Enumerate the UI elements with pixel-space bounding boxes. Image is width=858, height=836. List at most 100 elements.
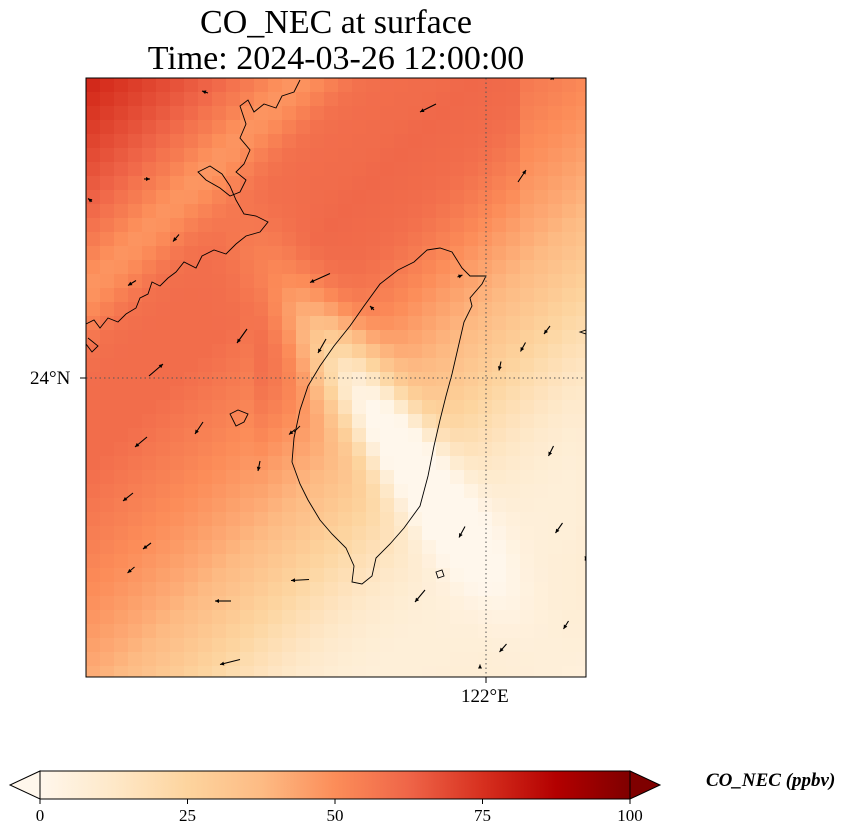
field-cell — [254, 610, 269, 625]
field-cell — [408, 442, 423, 457]
field-cell — [548, 106, 563, 121]
field-cell — [324, 190, 339, 205]
field-cell — [142, 624, 157, 639]
field-cell — [254, 414, 269, 429]
field-cell — [338, 400, 353, 415]
field-cell — [408, 316, 423, 331]
field-cell — [156, 554, 171, 569]
field-cell — [198, 120, 213, 135]
field-cell — [380, 568, 395, 583]
field-cell — [170, 316, 185, 331]
field-cell — [282, 554, 297, 569]
field-cell — [562, 134, 577, 149]
field-cell — [100, 344, 115, 359]
field-cell — [296, 274, 311, 289]
field-cell — [548, 568, 563, 583]
field-cell — [128, 106, 143, 121]
field-cell — [338, 260, 353, 275]
field-cell — [114, 232, 129, 247]
field-cell — [170, 78, 185, 93]
field-cell — [338, 568, 353, 583]
field-cell — [324, 372, 339, 387]
field-cell — [408, 526, 423, 541]
field-cell — [562, 526, 577, 541]
field-cell — [534, 624, 549, 639]
field-cell — [534, 134, 549, 149]
field-cell — [226, 358, 241, 373]
field-cell — [170, 358, 185, 373]
field-cell — [548, 92, 563, 107]
field-cell — [100, 442, 115, 457]
field-cell — [226, 526, 241, 541]
field-cell — [422, 344, 437, 359]
field-cell — [114, 498, 129, 513]
field-cell — [212, 260, 227, 275]
field-cell — [548, 246, 563, 261]
field-cell — [520, 540, 535, 555]
field-cell — [296, 288, 311, 303]
field-cell — [226, 204, 241, 219]
field-cell — [520, 344, 535, 359]
field-cell — [366, 414, 381, 429]
field-cell — [310, 456, 325, 471]
field-cell — [268, 638, 283, 653]
field-cell — [506, 176, 521, 191]
field-cell — [142, 274, 157, 289]
field-cell — [212, 512, 227, 527]
field-cell — [170, 176, 185, 191]
field-cell — [268, 596, 283, 611]
field-cell — [268, 582, 283, 597]
field-cell — [436, 554, 451, 569]
field-cell — [156, 652, 171, 667]
field-cell — [534, 652, 549, 667]
field-cell — [296, 540, 311, 555]
field-cell — [450, 358, 465, 373]
field-cell — [198, 400, 213, 415]
field-cell — [422, 372, 437, 387]
field-cell — [240, 638, 255, 653]
field-cell — [366, 358, 381, 373]
field-cell — [156, 260, 171, 275]
field-cell — [324, 484, 339, 499]
field-cell — [422, 120, 437, 135]
field-cell — [576, 582, 586, 597]
field-cell — [268, 106, 283, 121]
field-cell — [296, 638, 311, 653]
field-cell — [576, 610, 586, 625]
field-cell — [450, 260, 465, 275]
wind-arrow — [288, 429, 296, 435]
field-cell — [310, 400, 325, 415]
field-cell — [534, 120, 549, 135]
field-cell — [184, 148, 199, 163]
field-cell — [184, 568, 199, 583]
field-cell — [114, 386, 129, 401]
field-cell — [282, 92, 297, 107]
field-cell — [212, 400, 227, 415]
field-cell — [212, 232, 227, 247]
field-cell — [450, 78, 465, 93]
field-cell — [492, 204, 507, 219]
field-cell — [492, 260, 507, 275]
field-cell — [198, 498, 213, 513]
field-cell — [114, 400, 129, 415]
field-cell — [156, 120, 171, 135]
field-cell — [520, 442, 535, 457]
field-cell — [212, 106, 227, 121]
field-cell — [86, 638, 101, 653]
field-cell — [562, 176, 577, 191]
field-cell — [534, 176, 549, 191]
field-cell — [534, 596, 549, 611]
field-cell — [310, 316, 325, 331]
field-cell — [184, 442, 199, 457]
field-cell — [338, 372, 353, 387]
field-cell — [310, 442, 325, 457]
field-cell — [156, 106, 171, 121]
field-cell — [282, 596, 297, 611]
field-cell — [142, 260, 157, 275]
field-cell — [296, 106, 311, 121]
field-cell — [492, 218, 507, 233]
field-cell — [100, 372, 115, 387]
field-cell — [324, 456, 339, 471]
field-cell — [464, 596, 479, 611]
